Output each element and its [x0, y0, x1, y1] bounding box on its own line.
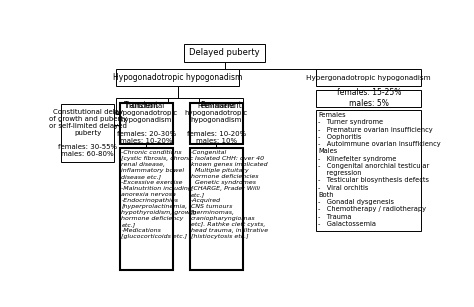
FancyBboxPatch shape	[199, 98, 243, 114]
Text: Hypergonadotropic hypogonadism: Hypergonadotropic hypogonadism	[306, 75, 431, 81]
Text: Delayed puberty: Delayed puberty	[189, 48, 260, 57]
FancyBboxPatch shape	[316, 69, 421, 87]
Text: Females
-   Turner syndrome
-   Premature ovarian insufficiency
-   Oophoritis
-: Females - Turner syndrome - Premature ov…	[318, 112, 441, 227]
Text: Transient: Transient	[124, 102, 160, 111]
FancyBboxPatch shape	[190, 148, 243, 270]
Text: Functional
hypogonadotropic
hypogonadism

females: 20-30%
males: 10-20%: Functional hypogonadotropic hypogonadism…	[115, 103, 178, 144]
FancyBboxPatch shape	[61, 104, 114, 162]
FancyBboxPatch shape	[116, 98, 168, 114]
FancyBboxPatch shape	[120, 103, 173, 144]
Text: -Chronic conditions
[cystic fibrosis, chronic
renal disease,
inflammatory bowel
: -Chronic conditions [cystic fibrosis, ch…	[121, 150, 197, 239]
FancyBboxPatch shape	[184, 44, 265, 62]
Text: Permanent
hypogonadotropic
hypogonadism

females: 10-20%
males: 10%: Permanent hypogonadotropic hypogonadism …	[185, 103, 248, 144]
Text: Constitutional delay
of growth and puberty
or self-limited delayed
puberty

fema: Constitutional delay of growth and puber…	[49, 109, 127, 157]
FancyBboxPatch shape	[316, 110, 421, 231]
FancyBboxPatch shape	[120, 148, 173, 270]
Text: Permanent: Permanent	[200, 102, 242, 111]
Text: -Congenital
  Isolated CHH: over 40
known genes implicated
  Multiple pituitary
: -Congenital Isolated CHH: over 40 known …	[191, 150, 268, 239]
FancyBboxPatch shape	[190, 103, 243, 144]
FancyBboxPatch shape	[316, 90, 421, 107]
Text: Hypogonadotropic hypogonadism: Hypogonadotropic hypogonadism	[113, 73, 242, 83]
FancyBboxPatch shape	[116, 69, 239, 87]
Text: females: 15-25%
males: 5%: females: 15-25% males: 5%	[337, 88, 401, 108]
